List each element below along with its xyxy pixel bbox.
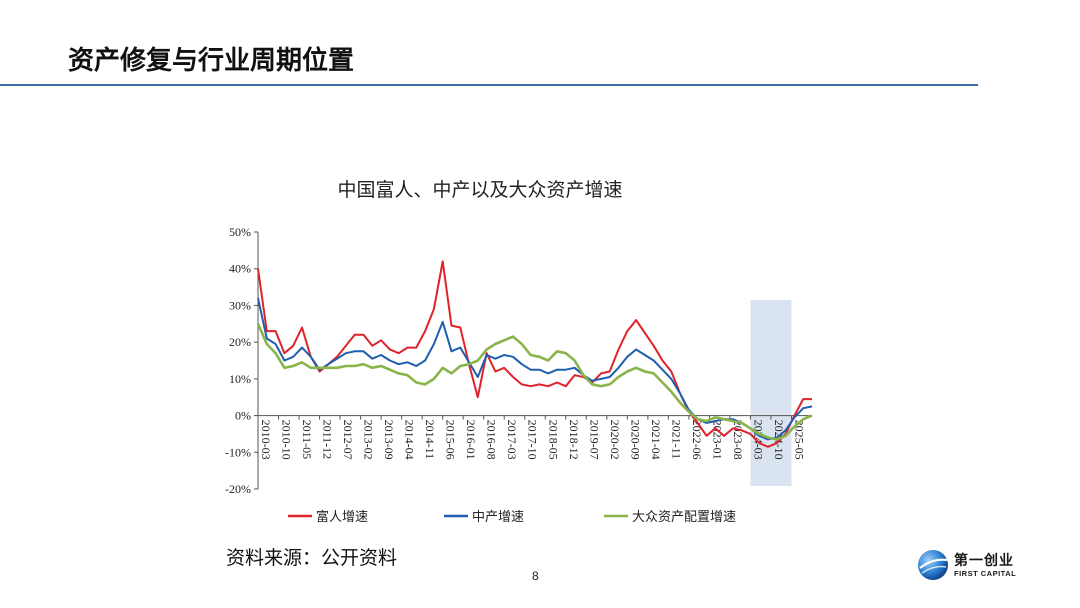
x-tick-label: 2014-04 xyxy=(403,420,417,460)
x-tick-label: 2021-11 xyxy=(669,420,683,460)
y-tick-label: 20% xyxy=(229,335,251,349)
series-line xyxy=(257,297,813,441)
legend-label: 富人增速 xyxy=(316,509,368,525)
logo-name-cn: 第一创业 xyxy=(954,553,1014,569)
x-tick-label: 2023-08 xyxy=(731,420,745,460)
y-tick-label: -20% xyxy=(225,482,251,496)
highlight-band xyxy=(750,300,792,486)
x-tick-label: 2025-05 xyxy=(792,420,806,460)
legend-label: 中产增速 xyxy=(472,510,524,525)
x-tick-label: 2023-01 xyxy=(710,420,724,460)
globe-icon xyxy=(918,550,948,580)
legend-label: 大众资产配置增速 xyxy=(632,510,736,525)
chart-title: 中国富人、中产以及大众资产增速 xyxy=(337,179,623,201)
x-tick-label: 2017-03 xyxy=(505,420,519,460)
x-tick-label: 2018-05 xyxy=(546,420,560,460)
x-tick-label: 2016-08 xyxy=(485,420,499,460)
x-tick-label: 2024-03 xyxy=(751,420,765,460)
x-tick-label: 2012-07 xyxy=(341,420,355,460)
title-divider xyxy=(0,84,978,86)
y-tick-label: 50% xyxy=(229,225,251,239)
x-tick-label: 2021-04 xyxy=(649,420,663,460)
logo-name-en: FIRST CAPITAL xyxy=(954,569,1017,578)
y-tick-label: -10% xyxy=(225,445,251,459)
x-tick-label: 2010-10 xyxy=(280,420,294,460)
x-tick-label: 2014-11 xyxy=(423,420,437,460)
y-tick-label: 0% xyxy=(235,409,251,423)
x-tick-label: 2017-10 xyxy=(526,420,540,460)
x-tick-label: 2013-09 xyxy=(382,420,396,460)
y-tick-label: 10% xyxy=(229,372,251,386)
y-tick-label: 30% xyxy=(229,298,251,312)
page-number: 8 xyxy=(532,569,539,583)
x-tick-label: 2020-09 xyxy=(628,420,642,460)
x-tick-label: 2010-03 xyxy=(259,420,273,460)
x-tick-label: 2020-02 xyxy=(608,420,622,460)
y-tick-label: 40% xyxy=(229,262,251,276)
x-tick-label: 2013-02 xyxy=(362,420,376,460)
first-capital-logo: 第一创业 FIRST CAPITAL xyxy=(914,548,1034,584)
x-tick-label: 2011-12 xyxy=(321,420,335,460)
x-tick-label: 2015-06 xyxy=(444,420,458,460)
series-line xyxy=(256,323,813,441)
x-tick-label: 2019-07 xyxy=(587,420,601,460)
series-line xyxy=(257,260,812,448)
source-note: 资料来源：公开资料 xyxy=(226,547,398,569)
x-tick-label: 2018-12 xyxy=(567,420,581,460)
slide-title: 资产修复与行业周期位置 xyxy=(68,46,355,76)
x-tick-label: 2022-06 xyxy=(690,420,704,460)
x-tick-label: 2011-05 xyxy=(300,420,314,460)
x-tick-label: 2016-01 xyxy=(464,420,478,460)
